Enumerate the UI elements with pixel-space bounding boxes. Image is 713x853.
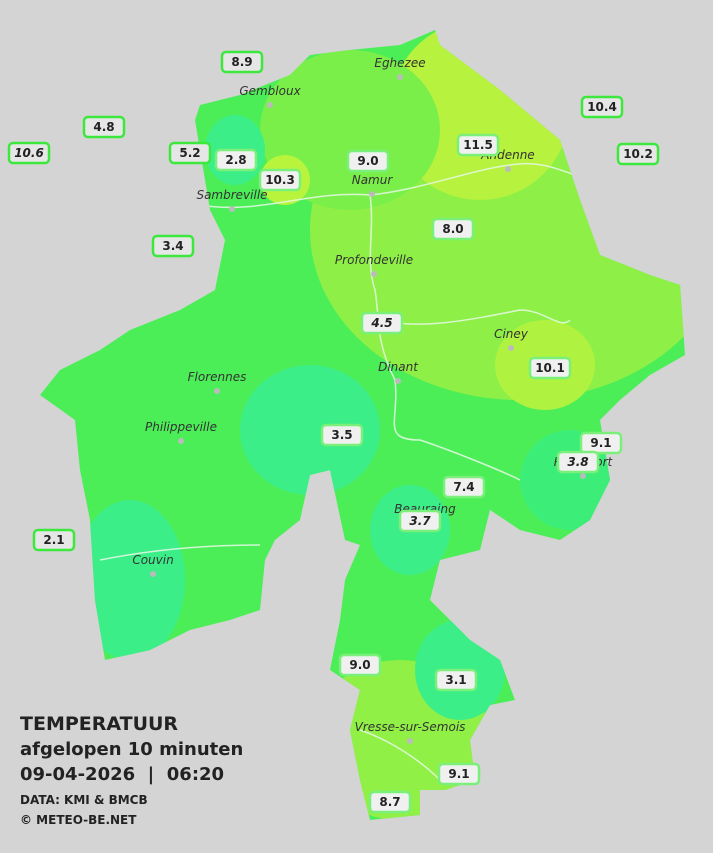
place-dot — [267, 102, 273, 108]
place-name: Florennes — [188, 370, 247, 384]
station-box — [360, 311, 404, 335]
station-box — [168, 141, 212, 165]
station-box — [258, 168, 302, 192]
station-box — [616, 142, 660, 166]
station-value: 9.1 — [448, 767, 469, 781]
station-box — [7, 141, 51, 165]
station-value: 4.5 — [370, 316, 392, 330]
station-value: 10.6 — [14, 146, 44, 160]
station-box — [320, 423, 364, 447]
cold-zone — [240, 365, 380, 495]
place-dot — [407, 738, 413, 744]
place-dot — [371, 271, 377, 277]
place-name: Namur — [352, 173, 394, 187]
places: EghezeeGemblouxAndenneNamurSambrevillePr… — [132, 56, 614, 744]
station-value: 8.9 — [231, 55, 252, 69]
station-box — [346, 149, 390, 173]
station-box — [214, 148, 258, 172]
place-dot — [397, 74, 403, 80]
station-box — [456, 133, 500, 157]
station-value: 9.0 — [357, 154, 378, 168]
place-name: Profondeville — [335, 253, 413, 267]
station-value: 3.4 — [162, 239, 183, 253]
station-value: 3.8 — [567, 455, 588, 469]
place-name: Sambreville — [196, 188, 267, 202]
station-box — [151, 234, 195, 258]
station-box — [338, 653, 382, 677]
source: DATA: KMI & BMCB — [20, 793, 148, 807]
station-value: 3.1 — [445, 673, 466, 687]
station-value: 3.5 — [331, 428, 352, 442]
place-dot — [150, 571, 156, 577]
stations: 8.9 4.8 10.6 5.2 2.8 10.3 9.0 11.5 10.4 10.2 3.4 8.… — [7, 50, 660, 814]
station-value: 9.1 — [590, 436, 611, 450]
place-name: Eghezee — [374, 56, 425, 70]
legend-block: TEMPERATUUR afgelopen 10 minuten 09-04-2… — [20, 713, 243, 827]
rivers — [99, 162, 576, 781]
cold-zone — [75, 500, 185, 660]
station-value: 4.8 — [93, 120, 114, 134]
place-dot — [369, 191, 375, 197]
place-name: Philippeville — [145, 420, 217, 434]
place-dot — [505, 166, 511, 172]
place-name: Ciney — [494, 327, 529, 341]
place-name: Couvin — [132, 553, 173, 567]
station-box — [556, 450, 600, 474]
station-value: 10.1 — [535, 361, 565, 375]
station-box — [82, 115, 126, 139]
station-value: 11.5 — [463, 138, 493, 152]
station-value: 2.1 — [43, 533, 64, 547]
station-box — [442, 475, 486, 499]
place-dot — [508, 345, 514, 351]
station-value: 8.0 — [442, 222, 463, 236]
station-box — [368, 790, 412, 814]
place-name: Vresse-sur-Semois — [355, 720, 466, 734]
credit: © METEO-BE.NET — [20, 813, 137, 827]
station-box — [580, 95, 624, 119]
station-value: 3.7 — [409, 514, 431, 528]
station-box — [220, 50, 264, 74]
subtitle: afgelopen 10 minuten — [20, 739, 243, 760]
station-box — [434, 668, 478, 692]
station-box — [437, 762, 481, 786]
place-name: Dinant — [378, 360, 419, 374]
place-dot — [214, 388, 220, 394]
station-box — [32, 528, 76, 552]
place-dot — [580, 473, 586, 479]
station-value: 8.7 — [379, 795, 400, 809]
station-value: 5.2 — [179, 146, 200, 160]
station-value: 2.8 — [225, 153, 246, 167]
station-value: 10.2 — [623, 147, 653, 161]
station-box — [431, 217, 475, 241]
title: TEMPERATUUR — [20, 713, 178, 735]
station-value: 10.4 — [587, 100, 617, 114]
station-value: 10.3 — [265, 173, 295, 187]
place-dot — [178, 438, 184, 444]
station-value: 7.4 — [453, 480, 474, 494]
station-box — [398, 509, 442, 533]
timestamp: 09-04-2026 | 06:20 — [20, 764, 224, 785]
place-dot — [395, 378, 401, 384]
place-name: Gembloux — [239, 84, 301, 98]
station-value: 9.0 — [349, 658, 370, 672]
station-box — [528, 356, 572, 380]
station-box — [579, 431, 623, 455]
place-dot — [229, 206, 235, 212]
